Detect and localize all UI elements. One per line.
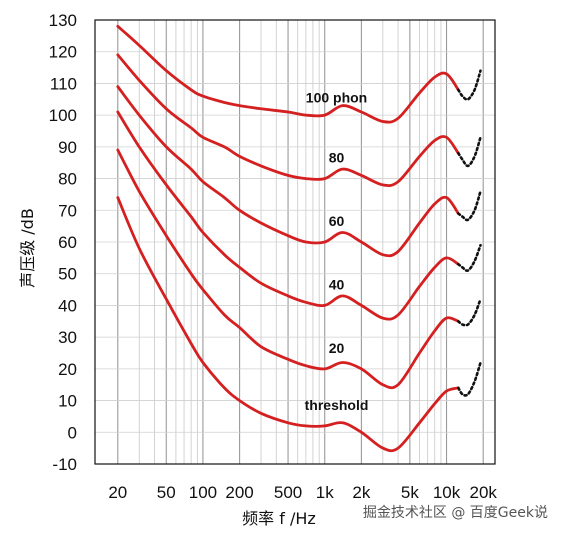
y-tick-label: 30 [58,328,77,347]
curve-label: 20 [329,340,345,356]
y-tick-label: 90 [58,138,77,157]
curve-label: 80 [329,150,345,166]
labels-layer: 100 phon 80 60 40 20 threshold [305,89,369,413]
x-tick-label: 100 [189,483,217,502]
y-tick-label: 120 [49,43,77,62]
series-line-3 [116,110,460,321]
y-tick-label: 80 [58,170,77,189]
curves-layer [116,24,482,453]
watermark-text: 掘金技术社区 @ 百度Geek说 [363,505,548,521]
y-tick-label: -10 [52,455,77,474]
plot-frame [94,19,496,465]
series-extension-5 [457,361,482,397]
curve-label: threshold [305,397,369,413]
series-line-5 [116,196,460,453]
curve-label: 60 [329,213,345,229]
series-extension-4 [457,297,482,327]
x-tick-label: 200 [225,483,253,502]
y-tick-label: 10 [58,392,77,411]
x-tick-label: 1k [316,483,334,502]
series-line-2 [116,85,460,258]
x-tick-label: 500 [274,483,302,502]
x-axis-title: 频率 f /Hz [242,509,316,528]
curve-label: 100 phon [306,89,367,105]
series-extension-0 [457,69,482,101]
y-tick-label: 0 [68,423,77,442]
x-tick-label: 20k [469,483,497,502]
y-tick-label: 70 [58,201,77,220]
x-tick-label: 50 [157,483,176,502]
series-line-1 [116,53,460,188]
series-extension-3 [457,243,482,273]
series-extension-2 [457,190,482,222]
series-extension-1 [457,136,482,168]
curve-label: 40 [329,277,345,293]
y-tick-label: 50 [58,265,77,284]
y-axis-title: 声压级 /dB [18,208,37,288]
x-tick-labels: 20 50 100 200 500 1k 2k 5k 10k 20k [108,483,497,502]
series-line-4 [116,148,460,390]
y-tick-label: 110 [50,74,77,93]
y-tick-label: 20 [58,360,77,379]
y-tick-label: 40 [58,296,77,315]
y-tick-label: 100 [49,106,77,125]
x-tick-label: 2k [352,483,370,502]
y-tick-label: 60 [58,233,77,252]
x-tick-label: 20 [108,483,127,502]
x-tick-label: 5k [401,483,419,502]
y-tick-label: 130 [49,11,77,30]
series-line-0 [116,24,460,124]
x-tick-label: 10k [433,483,461,502]
